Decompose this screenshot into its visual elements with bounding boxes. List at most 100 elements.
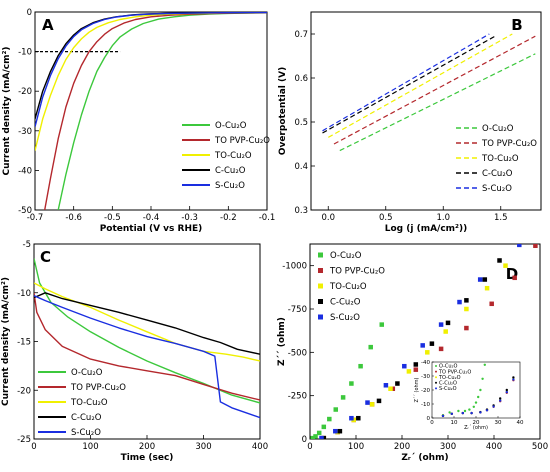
legend-label: S-Cu₂O: [439, 386, 457, 392]
point-o-cu2o: [463, 409, 467, 413]
point-c-cu2o: [445, 320, 451, 326]
point-s-cu2o: [477, 277, 483, 282]
legend-label: O-Cu₂O: [330, 251, 362, 261]
point-c-cu2o: [356, 415, 361, 421]
legend-item-o-cu2o: O-Cu₂O: [38, 368, 103, 378]
point-o-cu2o: [479, 388, 482, 392]
x-tick-label: 1.5: [494, 213, 508, 223]
y-tick-label: 0: [427, 416, 431, 422]
point-c-cu2o: [337, 428, 343, 434]
x-tick-label: 40: [517, 420, 524, 426]
point-s-cu2o: [517, 244, 522, 248]
y-tick-label: -500: [288, 348, 307, 358]
legend-item-to-cu2o: TO-Cu₂O: [318, 282, 367, 292]
point-to-cu2o: [388, 386, 393, 391]
x-tick-label: -0.6: [65, 213, 82, 223]
x-tick-label: 200: [139, 442, 155, 452]
y-tick-label: -40: [421, 360, 430, 366]
legend-item-o-cu2o: O-Cu₂O: [456, 124, 514, 134]
legend: O-Cu₂O TO PVP-Cu₂O TO-Cu₂O C-Cu₂O S-Cu₂O: [38, 368, 126, 438]
legend-label: TO PVP-Cu₂O: [438, 369, 471, 375]
x-tick-label: 100: [348, 442, 364, 452]
x-tick-label: 400: [486, 442, 502, 452]
legend-label: S-Cu₂O: [215, 181, 245, 191]
point-s-cu2o: [450, 412, 453, 415]
point-o-cu2o: [448, 411, 451, 414]
x-axis-label: Potential (V vs RHE): [100, 224, 203, 234]
point-to-cu2o: [503, 263, 508, 268]
point-c-cu2o: [464, 298, 469, 303]
panel-b: 0.0 0.5 1.0 1.5 0.3 0.4 0.5 0.6 0.7 Log (j (mA/cm…: [278, 11, 542, 234]
legend-swatch: [435, 381, 437, 384]
point-o-cu2o: [477, 395, 480, 399]
plot-area: [310, 244, 538, 439]
x-tick-label: 30: [495, 420, 502, 426]
point-s-cu2o: [333, 428, 338, 434]
line-to-cu2o: [328, 33, 513, 138]
legend-item-to-pvp-cu2o: TO PVP-Cu₂O: [435, 369, 471, 375]
point-to-cu2o: [406, 369, 412, 374]
legend-item-c-cu2o: C-Cu₂O: [456, 169, 513, 179]
legend-item-s-cu2o: S-Cu₂O: [456, 184, 512, 194]
y-axis-label: Overpotential (V): [278, 67, 288, 155]
x-tick-label: 500: [532, 442, 548, 452]
panel-d-inset: 0 10 20 30 40 0 -10 -20 -30 -40 Zᵣ´ (ohm) Z´´ (ohm)…: [414, 360, 524, 431]
legend-swatch: [435, 365, 437, 367]
y-tick-label: -10: [421, 402, 430, 408]
y-axis-label: Current density (mA/cm²): [2, 46, 12, 175]
point-to-pvp-cu2o: [390, 386, 396, 391]
legend-label: TO PVP-Cu₂O: [70, 383, 126, 393]
point-s-cu2o: [499, 399, 502, 402]
legend-swatch: [318, 268, 323, 273]
point-s-cu2o: [365, 400, 370, 405]
legend-item-to-pvp-cu2o: TO PVP-Cu₂O: [38, 383, 126, 393]
y-tick-label: -1000: [282, 262, 307, 272]
point-c-cu2o: [395, 381, 400, 386]
legend-label: TO-Cu₂O: [481, 154, 519, 164]
plot-area: [441, 363, 515, 418]
legend-item-s-cu2o: S-Cu₂O: [182, 181, 245, 191]
x-tick-label: -0.3: [181, 213, 198, 223]
point-s-cu2o: [470, 411, 473, 415]
legend-swatch: [435, 370, 437, 373]
point-s-cu2o: [441, 414, 445, 418]
y-axis-label: Current density (mA/cm²): [1, 277, 11, 406]
legend-swatch: [435, 387, 437, 390]
legend-label: O-Cu₂O: [215, 121, 247, 131]
y-tick-label: -750: [288, 305, 307, 315]
y-tick-label: -20: [421, 388, 430, 394]
point-s-cu2o: [383, 383, 389, 388]
point-to-pvp-cu2o: [464, 325, 469, 331]
legend-label: O-Cu₂O: [482, 124, 514, 134]
legend-label: C-Cu₂O: [330, 298, 361, 308]
legend-label: TO-Cu₂O: [329, 282, 367, 292]
x-tick-label: 300: [195, 442, 211, 452]
point-s-cu2o: [512, 378, 515, 381]
x-tick-label: 20: [473, 420, 480, 426]
panel-letter: C: [40, 248, 51, 266]
y-tick-label: 0.5: [294, 118, 308, 128]
legend-swatch: [318, 299, 323, 304]
point-to-cu2o: [351, 417, 356, 423]
point-o-cu2o: [472, 405, 475, 408]
panel-letter: A: [42, 16, 54, 34]
point-s-cu2o: [485, 409, 489, 412]
x-axis-label: Time (sec): [121, 453, 174, 463]
panel-letter: B: [511, 16, 522, 34]
plot-frame: [34, 11, 268, 211]
legend-item-c-cu2o: C-Cu₂O: [182, 166, 246, 176]
legend-label: TO PVP-Cu₂O: [329, 267, 385, 277]
panel-c: 0 100 200 300 400 -25 -20 -15 -10 -5 Time (sec) Cur…: [1, 240, 268, 463]
legend-label: TO-Cu₂O: [214, 151, 252, 161]
point-c-cu2o: [429, 341, 435, 346]
legend-item-s-cu2o: S-Cu₂O: [38, 428, 101, 438]
legend-item-to-cu2o: TO-Cu₂O: [182, 151, 252, 161]
y-tick-label: 0: [27, 8, 32, 18]
legend-label: C-Cu₂O: [439, 381, 457, 387]
point-to-pvp-cu2o: [413, 367, 419, 372]
plot-area: [35, 12, 267, 210]
legend-swatch: [318, 283, 323, 289]
y-tick-label: -30: [421, 374, 430, 380]
line-to-pvp-cu2o: [333, 35, 536, 145]
